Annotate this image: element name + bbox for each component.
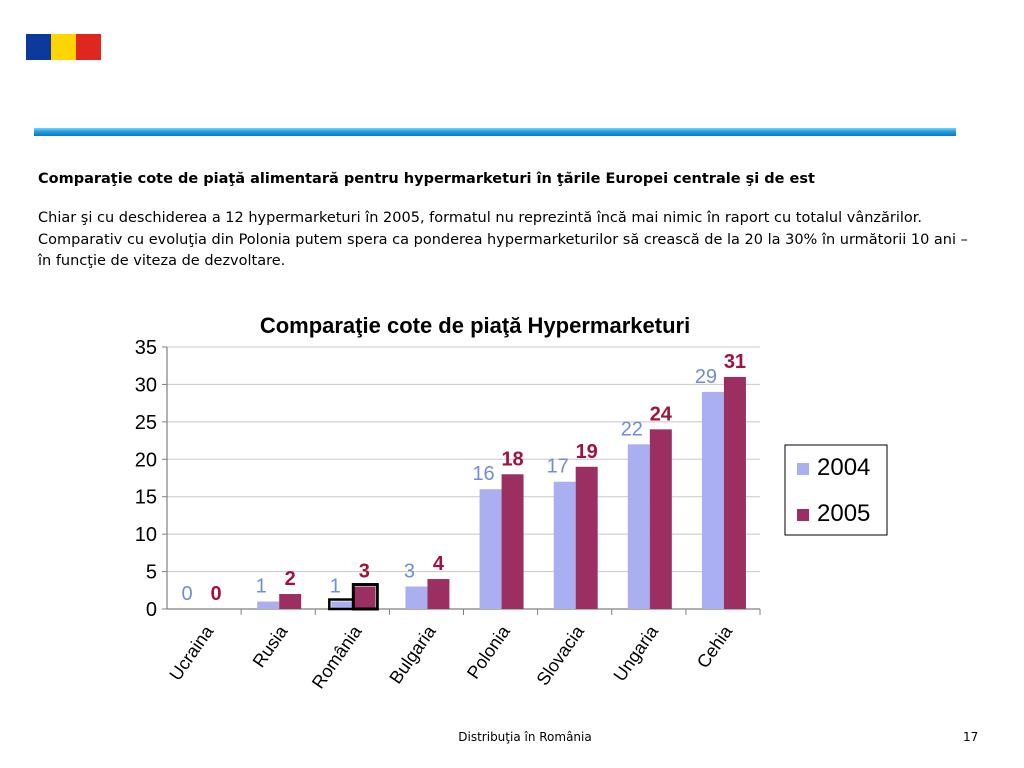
bar-2004 bbox=[405, 586, 428, 609]
page-number: 17 bbox=[963, 730, 979, 744]
plot-area bbox=[167, 335, 890, 609]
x-tick-label: Bulgaria bbox=[385, 621, 440, 687]
data-label-2004: 17 bbox=[547, 456, 569, 478]
legend-swatch bbox=[797, 463, 809, 475]
data-label-2004: 22 bbox=[621, 418, 643, 440]
data-label-2005: 2 bbox=[285, 568, 296, 590]
bar-2005 bbox=[723, 376, 746, 609]
highlight-box-2005 bbox=[351, 583, 379, 611]
flag-stripe-red bbox=[76, 34, 101, 60]
bar-2005 bbox=[501, 474, 524, 609]
bar-2004 bbox=[627, 444, 650, 609]
flag-stripe-blue bbox=[26, 34, 51, 60]
x-tick-label: Ucraina bbox=[165, 621, 218, 684]
y-tick-label: 0 bbox=[146, 599, 157, 621]
data-label-2005: 31 bbox=[724, 351, 746, 373]
bar-2005 bbox=[353, 586, 376, 609]
flag-stripe-yellow bbox=[51, 34, 76, 60]
data-label-2005: 24 bbox=[650, 403, 673, 425]
data-label-2004: 3 bbox=[404, 561, 415, 583]
bar-2004 bbox=[331, 601, 354, 609]
y-tick-label: 20 bbox=[135, 449, 157, 471]
bar-2005 bbox=[427, 579, 450, 609]
x-tick-label: Slovacia bbox=[533, 621, 589, 689]
chart-title: Comparaţie cote de piaţă Hypermarketuri bbox=[260, 313, 690, 338]
x-tick-label: Ungaria bbox=[610, 621, 663, 685]
data-label-2004: 0 bbox=[182, 583, 193, 605]
bar-2005 bbox=[279, 594, 302, 609]
bar-2004 bbox=[479, 489, 502, 609]
y-tick-label: 25 bbox=[135, 412, 157, 434]
legend-swatch bbox=[797, 509, 809, 521]
y-tick-label: 5 bbox=[146, 562, 157, 584]
bar-2005 bbox=[575, 466, 598, 609]
x-tick-label: Rusia bbox=[249, 621, 292, 671]
data-label-2005: 3 bbox=[359, 561, 370, 583]
x-tick-label: Cehia bbox=[693, 621, 737, 672]
data-label-2004: 29 bbox=[695, 366, 717, 388]
data-label-2005: 4 bbox=[433, 553, 445, 575]
y-tick-label: 15 bbox=[135, 487, 157, 509]
bar-2004 bbox=[701, 391, 724, 609]
data-label-2004: 1 bbox=[256, 576, 267, 598]
data-label-2004: 1 bbox=[330, 576, 341, 598]
data-label-2005: 19 bbox=[576, 441, 598, 463]
footer-title: Distribuţia în România bbox=[458, 730, 592, 744]
intro-paragraph: Chiar şi cu deschiderea a 12 hypermarket… bbox=[38, 210, 968, 269]
y-tick-label: 10 bbox=[135, 524, 157, 546]
data-label-2005: 0 bbox=[211, 583, 222, 605]
x-tick-label: România bbox=[308, 621, 366, 692]
bar-2005 bbox=[649, 429, 672, 609]
y-tick-label: 35 bbox=[135, 337, 157, 359]
bar-2004 bbox=[553, 481, 576, 609]
legend-label: 2005 bbox=[817, 500, 870, 527]
bar-2004 bbox=[257, 601, 280, 609]
data-label-2005: 18 bbox=[501, 448, 523, 470]
y-tick-label: 30 bbox=[135, 374, 157, 396]
romanian-flag-icon bbox=[26, 34, 101, 60]
legend-label: 2004 bbox=[817, 454, 870, 481]
x-tick-label: Polonia bbox=[463, 621, 514, 682]
bar-chart: Comparaţie cote de piaţă Hypermarketuri 0… bbox=[135, 313, 890, 692]
data-label-2004: 16 bbox=[472, 463, 494, 485]
page-heading: Comparaţie cote de piaţă alimentară pent… bbox=[38, 171, 815, 187]
header-divider bbox=[34, 128, 956, 136]
